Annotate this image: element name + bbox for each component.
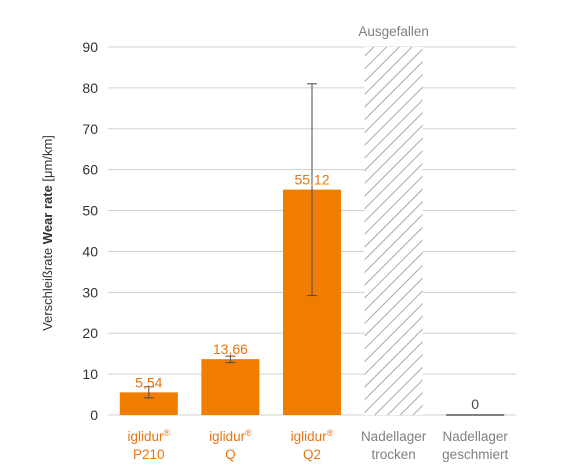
- bar-failed-hatched: [364, 47, 423, 415]
- category-label-line1: Nadellager: [361, 429, 427, 444]
- y-axis-label-bold: Wear rate: [40, 185, 55, 244]
- y-tick-label: 30: [82, 284, 98, 300]
- y-tick-label: 60: [82, 162, 98, 178]
- bar: [201, 359, 260, 415]
- category-label-line2: trocken: [371, 447, 415, 462]
- value-label: 0: [471, 396, 479, 412]
- y-tick-label: 20: [82, 325, 98, 341]
- value-label: 13,66: [213, 341, 248, 357]
- value-label: 55,12: [294, 172, 329, 188]
- category-label-line1: iglidur®: [209, 428, 252, 444]
- category-label-line1: iglidur®: [291, 428, 334, 444]
- y-tick-label: 70: [82, 121, 98, 137]
- category-label-line1: iglidur®: [127, 428, 170, 444]
- error-bars: [143, 83, 317, 399]
- y-tick-label: 50: [82, 203, 98, 219]
- category-label-line2: Q: [225, 447, 236, 462]
- y-tick-label: 40: [82, 243, 98, 259]
- y-axis-ticks: 0 10 20 30 40 50 60 70 80 90: [82, 39, 98, 423]
- value-label: 5,54: [135, 374, 162, 390]
- y-tick-label: 0: [90, 407, 98, 423]
- value-labels: 5,54 13,66 55,12 0: [135, 172, 479, 412]
- category-label-line2: Q2: [303, 447, 321, 462]
- y-tick-label: 80: [82, 80, 98, 96]
- bars: [119, 47, 505, 416]
- y-axis-label-regular: Verschleißrate: [40, 244, 55, 331]
- registered-mark: ®: [327, 428, 334, 438]
- y-axis-label-unit: [μm/km]: [40, 135, 55, 185]
- y-tick-label: 90: [82, 39, 98, 55]
- registered-mark: ®: [163, 428, 170, 438]
- y-axis-label: Verschleißrate Wear rate [μm/km]: [40, 135, 55, 331]
- bar: [119, 392, 178, 415]
- failed-annotation: Ausgefallen: [358, 24, 429, 39]
- category-label-line2: geschmiert: [442, 447, 508, 462]
- category-label-line1: Nadellager: [443, 429, 509, 444]
- y-tick-label: 10: [82, 366, 98, 382]
- registered-mark: ®: [245, 428, 252, 438]
- category-label-line2: P210: [133, 447, 165, 462]
